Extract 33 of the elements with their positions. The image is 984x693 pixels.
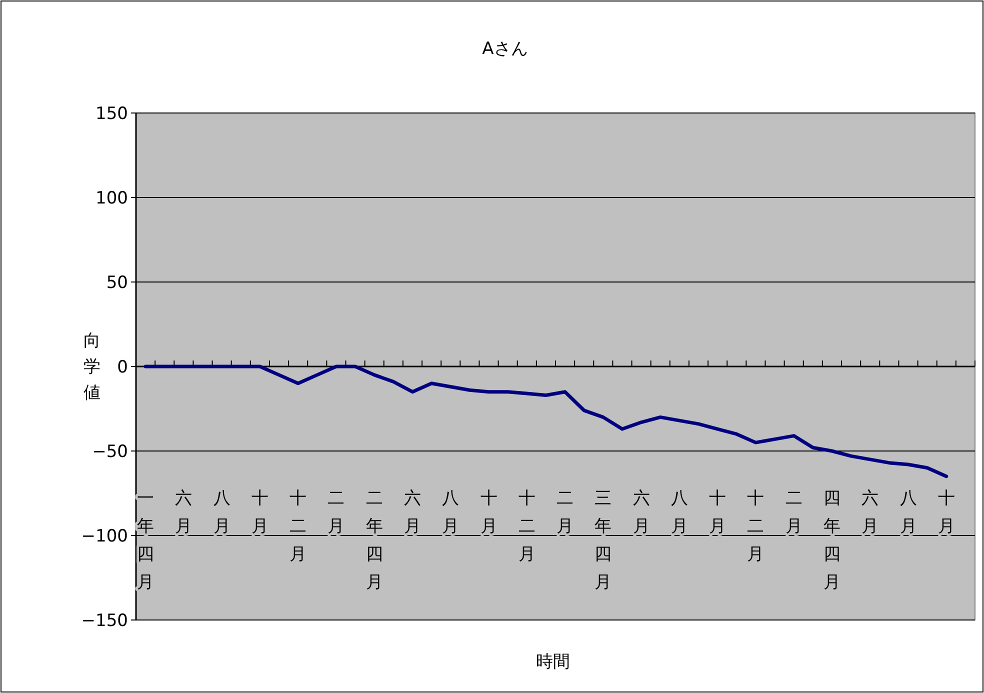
- x-tick-label: 十月: [938, 488, 955, 536]
- line-series: [144, 364, 948, 478]
- chart-title: Aさん: [482, 39, 528, 59]
- x-axis-title: 時間: [536, 652, 570, 672]
- x-tick-label: 十二月: [747, 488, 764, 564]
- x-tick-label: 二年四月: [366, 488, 383, 592]
- x-tick-label: 十月: [709, 488, 726, 536]
- y-tick-label: −50: [92, 442, 128, 462]
- x-tick-label: 十月: [480, 488, 498, 536]
- x-tick-label: 八月: [213, 488, 230, 536]
- x-tick-label: 二月: [328, 488, 345, 536]
- x-tick-label: 三年四月: [594, 488, 612, 592]
- x-tick-label: 八月: [442, 488, 460, 536]
- x-tick-label: 六月: [862, 488, 879, 536]
- y-tick-label: −150: [81, 611, 128, 631]
- y-axis-title: 向学値: [84, 331, 100, 403]
- x-tick-label: 一年四月: [137, 488, 154, 592]
- x-tick-label: 八月: [670, 488, 688, 536]
- x-tick-label: 二月: [556, 488, 574, 536]
- y-tick-label: 100: [96, 188, 128, 208]
- x-tick-label: 六月: [175, 488, 192, 536]
- x-tick-label: 十二月: [290, 488, 307, 564]
- x-tick-label: 八月: [900, 488, 917, 536]
- x-tick-label: 十二月: [518, 488, 536, 564]
- x-tick-label: 十月: [251, 488, 268, 536]
- x-tick-label: 六月: [632, 488, 650, 536]
- y-tick-label: 0: [117, 358, 128, 378]
- x-tick-label: 六月: [404, 488, 421, 536]
- x-tick-label: 四年四月: [823, 488, 840, 592]
- y-tick-label: −100: [81, 526, 128, 546]
- y-tick-label: 150: [96, 104, 128, 124]
- x-tick-label: 二月: [785, 488, 802, 536]
- y-tick-label: 50: [106, 273, 128, 293]
